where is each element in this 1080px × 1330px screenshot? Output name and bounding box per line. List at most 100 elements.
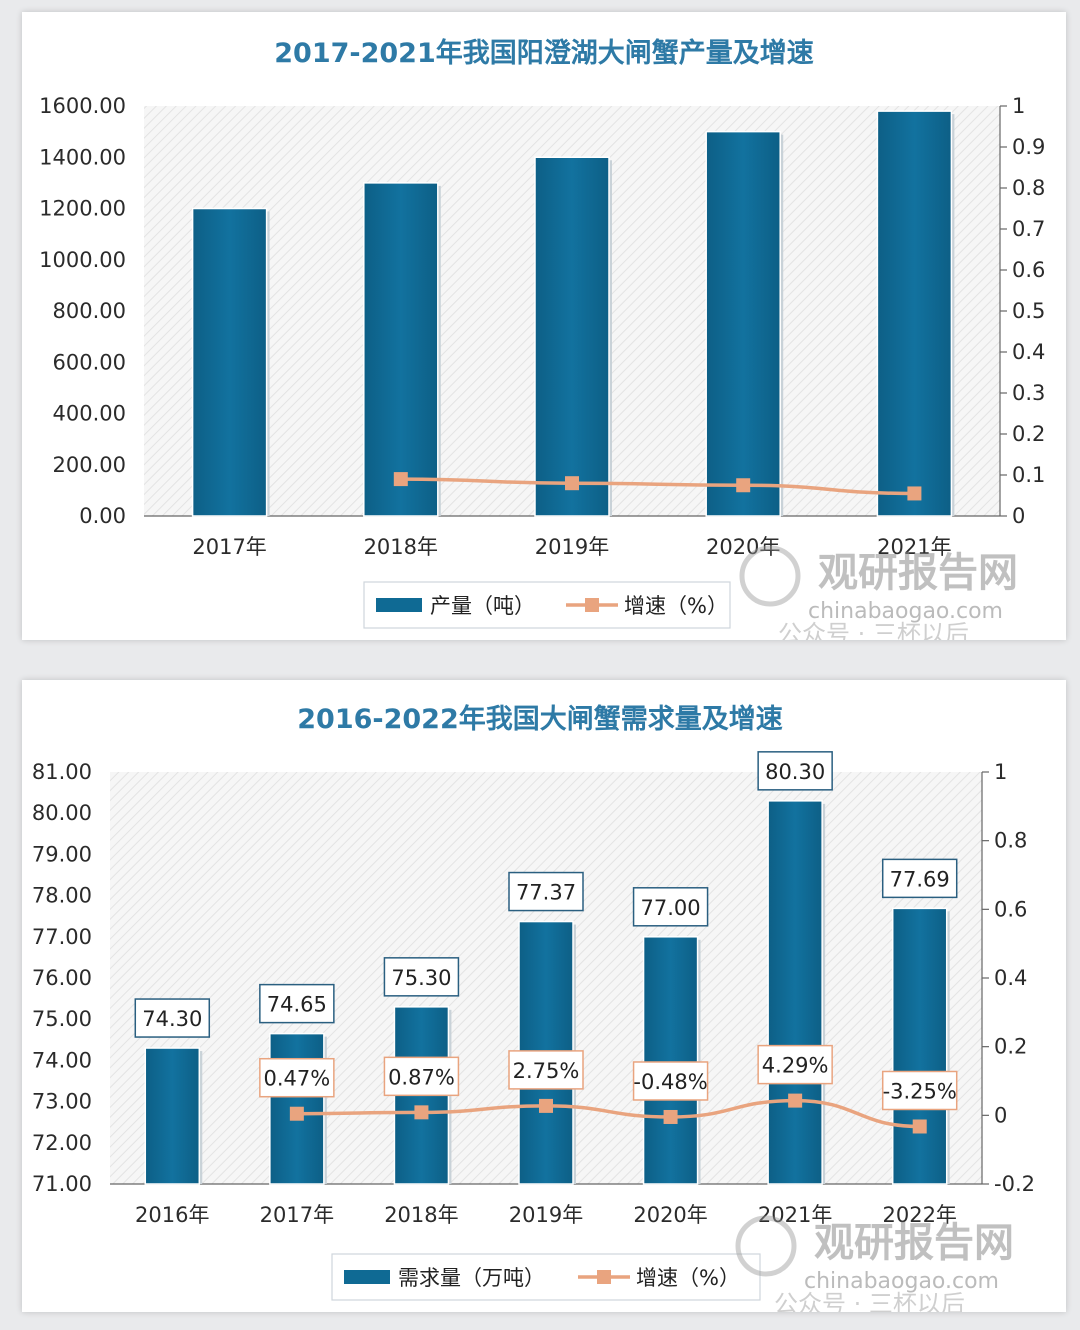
watermark-account: 公众号 · 三杯以后 bbox=[774, 1290, 965, 1312]
growth-value-box bbox=[383, 1056, 460, 1097]
growth-marker bbox=[565, 476, 579, 491]
y-right-tick-label: 1 bbox=[994, 760, 1007, 784]
y-right-tick-label: 0.2 bbox=[1012, 422, 1045, 446]
growth-value-label: 2.75% bbox=[513, 1059, 580, 1083]
bar-value-label: 80.30 bbox=[765, 760, 825, 784]
watermark-url: chinabaogao.com bbox=[804, 1269, 999, 1294]
growth-line bbox=[400, 477, 915, 496]
legend-bar-swatch bbox=[344, 1270, 390, 1284]
growth-marker bbox=[912, 1119, 927, 1134]
bar-value-label: 74.30 bbox=[142, 1007, 202, 1031]
bar-value-box bbox=[134, 998, 211, 1038]
x-tick-label: 2021年 bbox=[758, 1203, 832, 1227]
growth-marker bbox=[788, 1093, 803, 1108]
growth-value-box bbox=[881, 1070, 958, 1111]
chart-title: 2016-2022年我国大闸蟹需求量及增速 bbox=[297, 703, 783, 735]
growth-marker bbox=[393, 472, 408, 487]
y-left-tick-label: 79.00 bbox=[32, 842, 92, 866]
y-left-tick-label: 73.00 bbox=[32, 1090, 92, 1114]
bar bbox=[191, 207, 268, 517]
bar-value-box bbox=[508, 871, 584, 912]
y-right-tick-label: 0.2 bbox=[994, 1035, 1027, 1059]
y-left-tick-label: 600.00 bbox=[53, 350, 126, 374]
bar bbox=[363, 182, 439, 517]
chart-panel-demand: 2016-2022年我国大闸蟹需求量及增速 71.00 72.00 73.00 74.0… bbox=[22, 680, 1066, 1312]
bar-value-label: 77.00 bbox=[641, 896, 701, 920]
bar-value-label: 74.65 bbox=[267, 993, 327, 1017]
bar-value-label: 77.69 bbox=[890, 867, 950, 891]
legend-bar-label: 需求量（万吨） bbox=[398, 1266, 545, 1290]
y-left-tick-label: 77.00 bbox=[32, 925, 92, 949]
bar-value-box bbox=[383, 957, 460, 997]
y-left-tick-label: 76.00 bbox=[32, 966, 92, 990]
watermark-logo-icon bbox=[739, 545, 801, 607]
y-left-tick-label: 72.00 bbox=[32, 1131, 92, 1155]
y-left-tick-label: 1600.00 bbox=[39, 94, 126, 118]
y-left-tick-label: 400.00 bbox=[53, 402, 126, 426]
bar bbox=[767, 800, 823, 1185]
y-left-tick-label: 71.00 bbox=[32, 1172, 92, 1196]
y-right-tick-label: 0 bbox=[1012, 504, 1025, 528]
watermark-account: 公众号 · 三杯以后 bbox=[778, 620, 969, 640]
watermark-brand: 观研报告网 bbox=[818, 550, 1018, 596]
bar-value-label: 77.37 bbox=[516, 881, 576, 905]
legend-line-label: 增速（%） bbox=[624, 594, 728, 618]
x-tick-label: 2019年 bbox=[509, 1203, 583, 1227]
growth-value-box bbox=[757, 1044, 833, 1085]
y-right-tick-label: 0.4 bbox=[994, 966, 1027, 990]
growth-value-box bbox=[632, 1061, 709, 1101]
y-right-tick-label: 0 bbox=[994, 1103, 1007, 1127]
bar-value-box bbox=[259, 983, 335, 1024]
bar bbox=[891, 907, 948, 1185]
y-left-tick-label: 75.00 bbox=[32, 1007, 92, 1031]
legend-box bbox=[331, 1253, 761, 1301]
legend-bar-swatch bbox=[376, 598, 422, 612]
x-tick-label: 2018年 bbox=[384, 1203, 458, 1227]
x-tick-label: 2016年 bbox=[135, 1203, 209, 1227]
y-right-tick-label: -0.2 bbox=[994, 1172, 1035, 1196]
y-right-tick-label: 1 bbox=[1012, 94, 1025, 118]
watermark-brand: 观研报告网 bbox=[814, 1220, 1014, 1266]
legend-line-marker bbox=[597, 1270, 611, 1284]
bar-value-box bbox=[757, 751, 833, 791]
growth-marker bbox=[539, 1098, 553, 1113]
y-left-tick-label: 1400.00 bbox=[39, 145, 126, 169]
growth-value-box bbox=[508, 1050, 584, 1090]
y-right-tick-label: 0.6 bbox=[994, 897, 1027, 921]
x-tick-label: 2020年 bbox=[633, 1203, 707, 1227]
x-tick-label: 2021年 bbox=[877, 535, 951, 559]
y-right-tick-label: 0.6 bbox=[1012, 258, 1045, 282]
growth-line bbox=[296, 1098, 920, 1129]
y-right-tick-label: 0.4 bbox=[1012, 340, 1045, 364]
demand-chart: 2016-2022年我国大闸蟹需求量及增速 71.00 72.00 73.00 74.0… bbox=[32, 703, 1035, 1312]
y-left-tick-label: 81.00 bbox=[32, 760, 92, 784]
bar bbox=[876, 110, 953, 517]
growth-marker bbox=[414, 1105, 429, 1120]
growth-marker bbox=[907, 486, 922, 501]
growth-value-box bbox=[259, 1057, 335, 1098]
y-right-tick-label: 0.5 bbox=[1012, 299, 1045, 323]
growth-value-label: -3.25% bbox=[883, 1079, 957, 1103]
legend-bar-label: 产量（吨） bbox=[430, 594, 535, 618]
y-left-tick-label: 80.00 bbox=[32, 801, 92, 825]
bar-value-box bbox=[632, 887, 709, 927]
growth-marker bbox=[663, 1109, 678, 1124]
growth-value-label: 0.47% bbox=[263, 1067, 330, 1091]
chart-title: 2017-2021年我国阳澄湖大闸蟹产量及增速 bbox=[274, 37, 814, 69]
bar-value-label: 75.30 bbox=[391, 966, 451, 990]
watermark-url: chinabaogao.com bbox=[808, 599, 1003, 624]
growth-value-label: 0.87% bbox=[388, 1065, 455, 1089]
bar bbox=[144, 1047, 201, 1185]
growth-value-label: 4.29% bbox=[762, 1054, 829, 1078]
bar bbox=[534, 156, 610, 517]
y-left-tick-label: 200.00 bbox=[53, 453, 126, 477]
y-left-tick-label: 1000.00 bbox=[39, 248, 126, 272]
bar-value-box bbox=[881, 858, 958, 899]
y-left-tick-label: 1200.00 bbox=[39, 197, 126, 221]
growth-value-label: -0.48% bbox=[633, 1070, 707, 1094]
bar bbox=[642, 936, 699, 1185]
y-left-tick-label: 74.00 bbox=[32, 1048, 92, 1072]
y-right-tick-label: 0.7 bbox=[1012, 217, 1045, 241]
y-right-tick-label: 0.8 bbox=[1012, 176, 1045, 200]
x-tick-label: 2019年 bbox=[535, 535, 609, 559]
